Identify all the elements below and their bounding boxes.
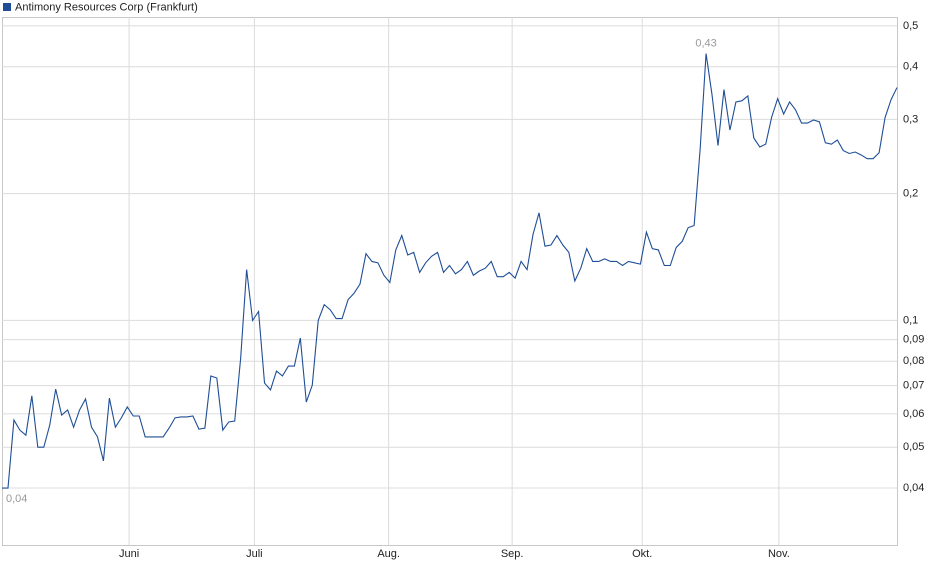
y-tick-label: 0,07: [903, 380, 924, 392]
y-tick-label: 0,04: [903, 482, 924, 494]
x-tick-label: Juni: [119, 548, 139, 560]
x-tick-label: Juli: [246, 548, 263, 560]
y-tick-label: 0,3: [903, 113, 918, 125]
y-tick-label: 0,4: [903, 61, 918, 73]
price-line: [2, 53, 898, 489]
y-tick-label: 0,08: [903, 355, 924, 367]
y-tick-label: 0,1: [903, 314, 918, 326]
y-tick-label: 0,09: [903, 334, 924, 346]
y-tick-label: 0,5: [903, 20, 918, 32]
y-tick-label: 0,06: [903, 408, 924, 420]
y-tick-label: 0,05: [903, 441, 924, 453]
value-label: 0,04: [6, 493, 27, 505]
legend-swatch: [3, 3, 11, 11]
x-tick-label: Aug.: [377, 548, 400, 560]
y-tick-label: 0,2: [903, 187, 918, 199]
x-tick-label: Sep.: [501, 548, 524, 560]
plot-frame: [2, 17, 898, 546]
value-label: 0,43: [695, 37, 716, 49]
x-tick-label: Nov.: [768, 548, 790, 560]
x-tick-label: Okt.: [632, 548, 652, 560]
legend-label: Antimony Resources Corp (Frankfurt): [15, 1, 198, 13]
